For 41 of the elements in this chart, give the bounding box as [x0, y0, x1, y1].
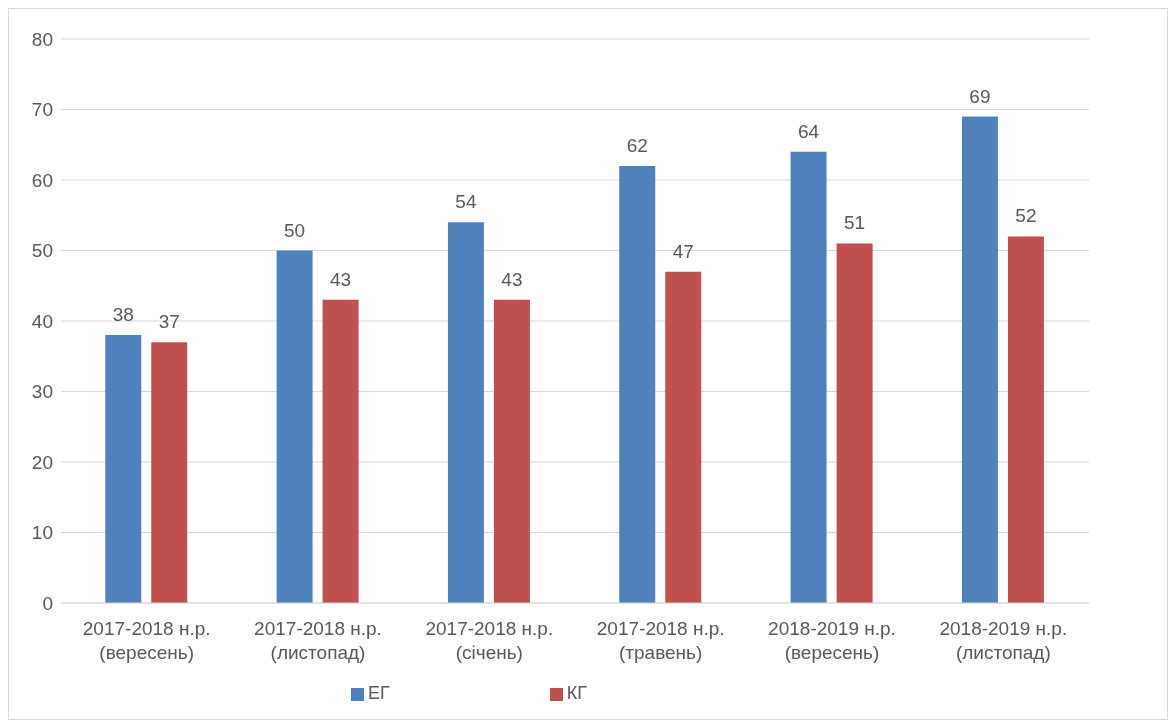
x-tick-label: 2017-2018 н.р. (вересень) [82, 618, 211, 663]
bar [619, 165, 656, 603]
bar [961, 116, 998, 603]
bar [665, 271, 702, 603]
x-tick-label: 2017-2018 н.р. (січень) [425, 618, 554, 663]
y-tick-label: 10 [31, 522, 53, 544]
data-label: 37 [158, 311, 180, 333]
bar [105, 335, 142, 603]
data-label: 50 [284, 219, 306, 241]
data-label: 62 [626, 134, 648, 156]
bar [151, 342, 188, 603]
data-label: 51 [844, 212, 866, 234]
x-tick-label: 2017-2018 н.р. (листопад) [254, 618, 382, 663]
data-label: 43 [501, 268, 523, 290]
y-tick-label: 60 [31, 169, 53, 191]
bar [836, 243, 873, 603]
x-tick-label: 2018-2019 н.р. (листопад) [939, 618, 1068, 663]
bar [322, 299, 359, 603]
data-label: 69 [969, 85, 991, 107]
bar [790, 151, 827, 603]
bar [493, 299, 530, 603]
y-tick-label: 0 [42, 592, 53, 614]
y-tick-label: 30 [31, 381, 53, 403]
bar [1007, 236, 1044, 603]
data-label: 43 [330, 268, 352, 290]
legend-label: КГ [566, 683, 587, 703]
data-label: 54 [455, 191, 477, 213]
data-label: 47 [672, 240, 694, 262]
y-tick-label: 80 [31, 28, 53, 50]
y-tick-label: 40 [31, 310, 53, 332]
legend-label: ЕГ [368, 683, 390, 703]
bar [447, 222, 484, 603]
data-label: 38 [112, 304, 134, 326]
y-tick-label: 50 [31, 240, 53, 262]
x-tick-label: 2017-2018 н.р. (травень) [596, 618, 725, 663]
y-tick-label: 20 [31, 451, 53, 473]
bar [276, 250, 313, 603]
x-tick-label: 2018-2019 н.р. (вересень) [768, 618, 896, 663]
data-label: 64 [798, 120, 820, 142]
data-label: 52 [1015, 205, 1037, 227]
y-tick-label: 70 [31, 99, 53, 121]
